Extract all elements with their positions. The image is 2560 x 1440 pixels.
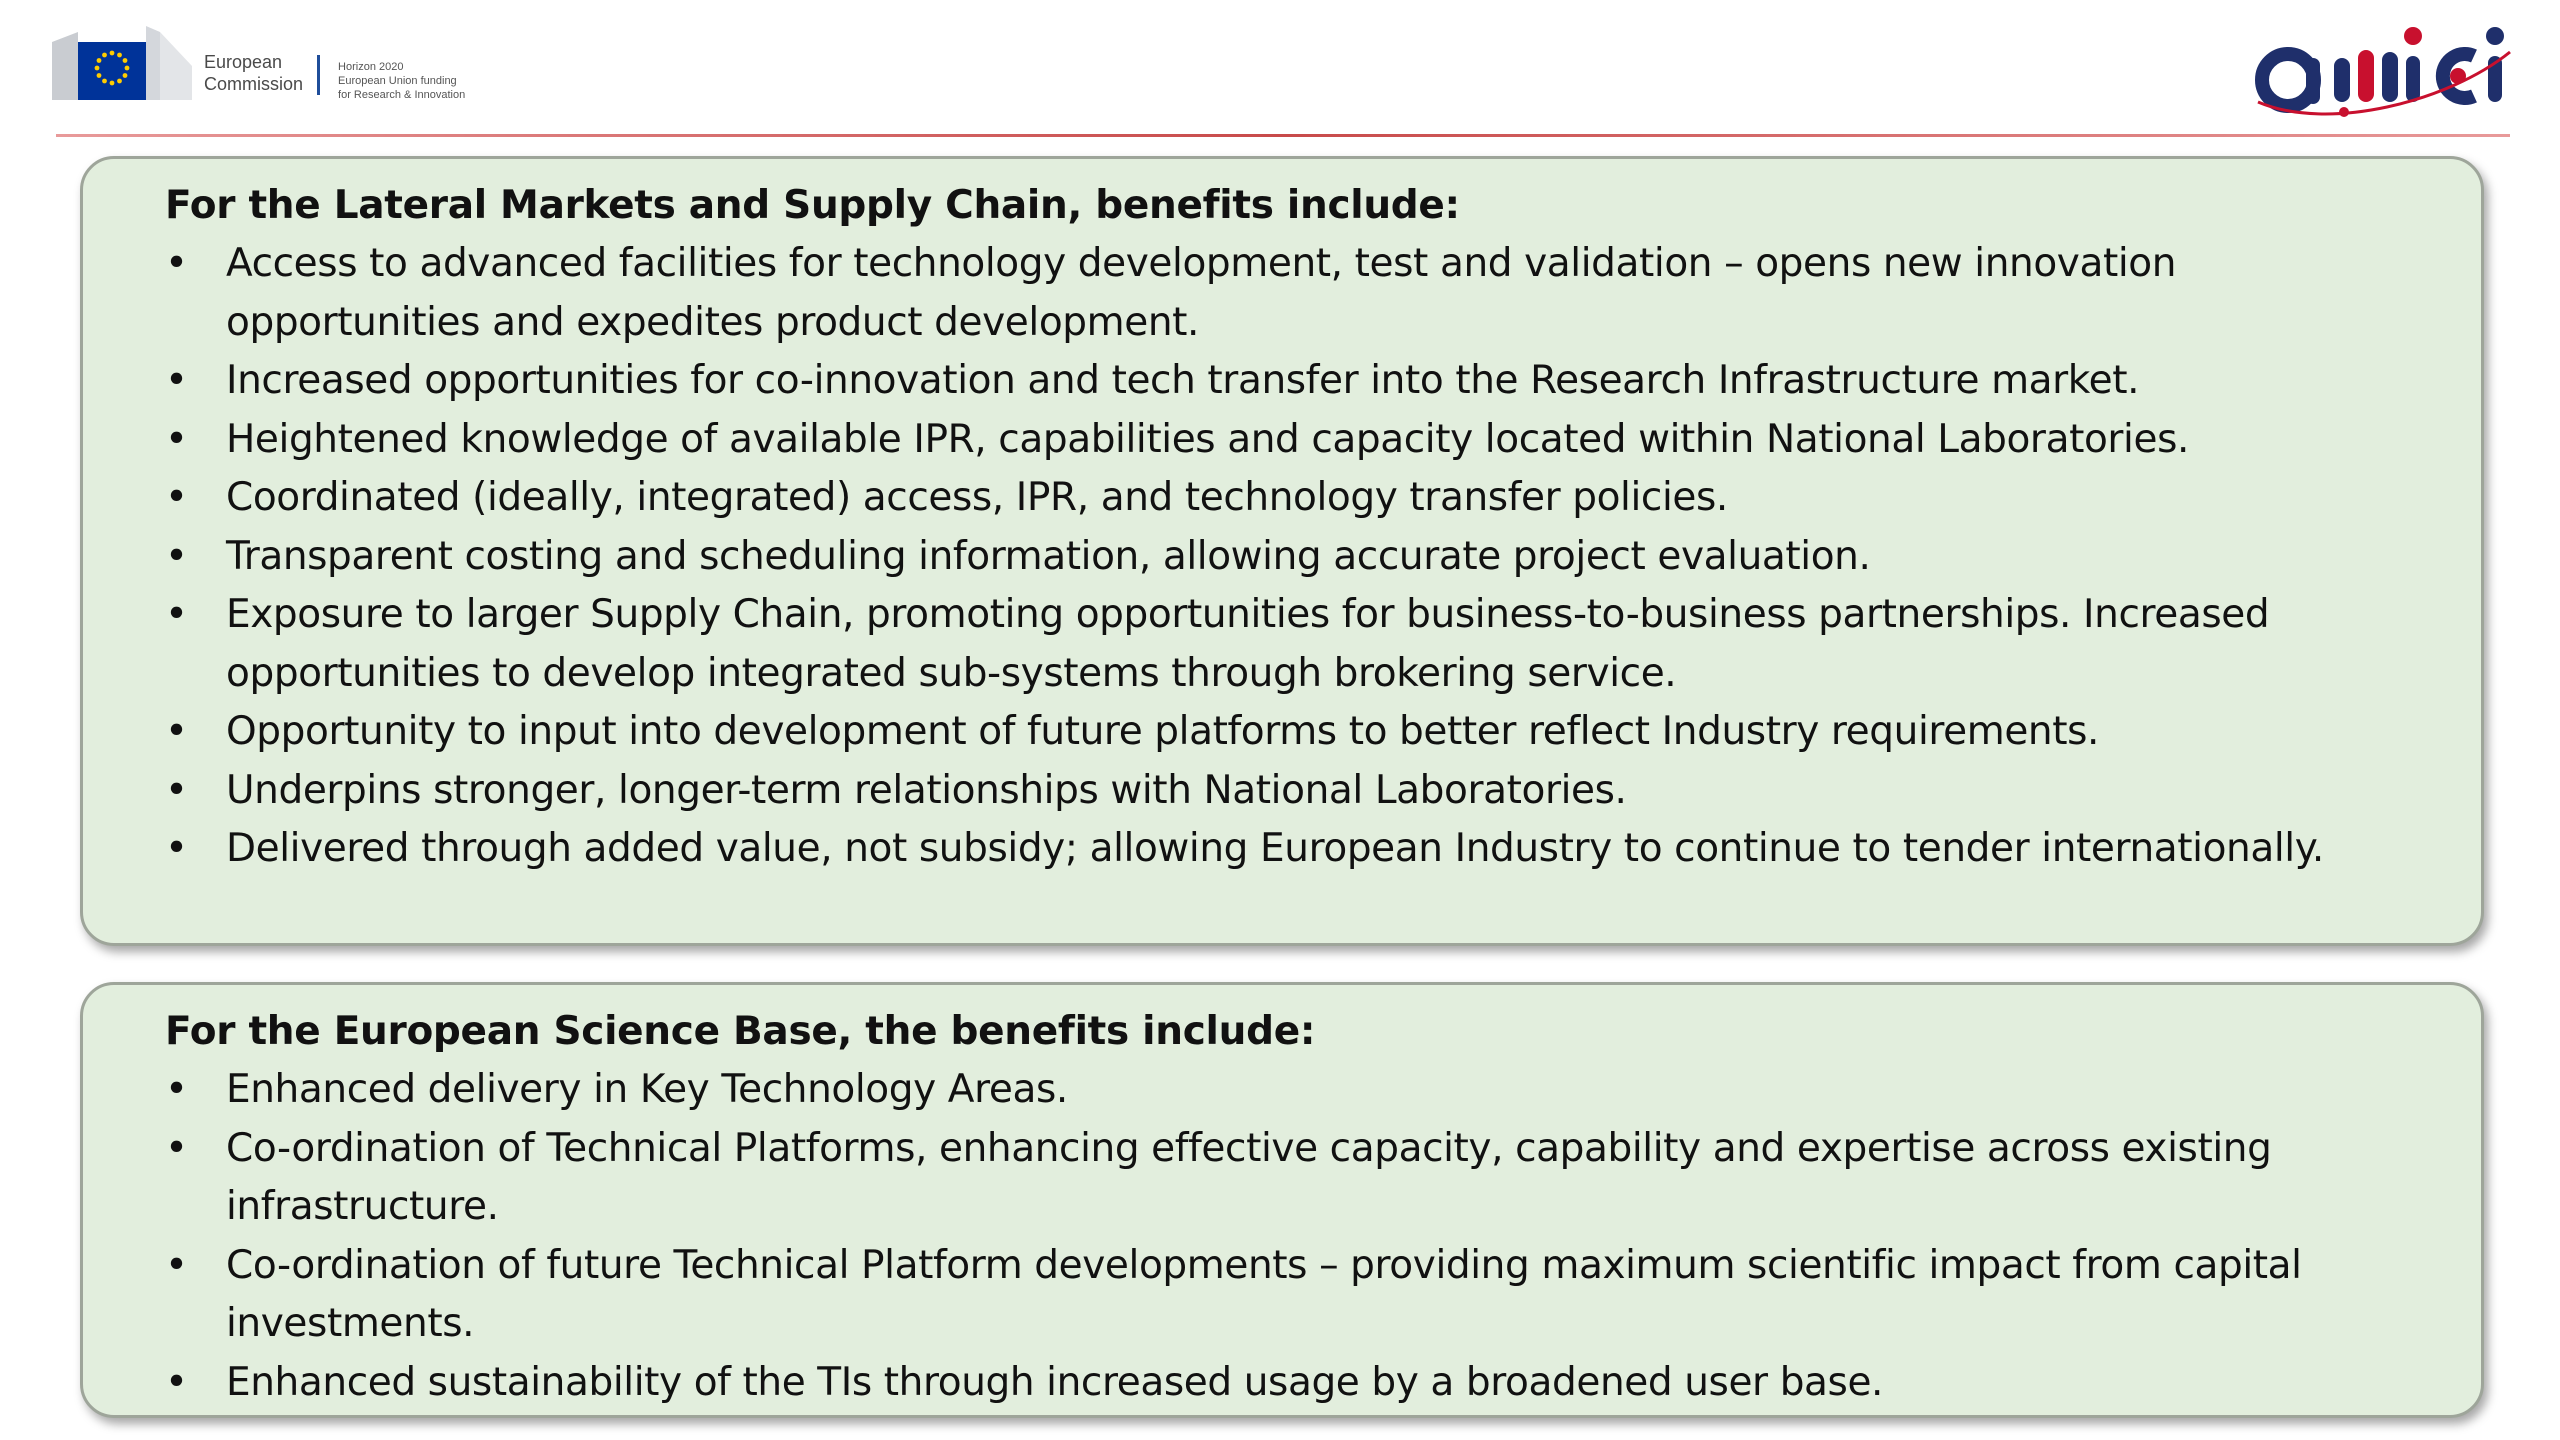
list-item: • Heightened knowledge of available IPR, … [165, 411, 2371, 470]
slide-header: European Commission Horizon 2020 Europea… [0, 0, 2560, 140]
list-item: • Co-ordination of future Technical Platf… [165, 1237, 2371, 1354]
bullet-icon: • [165, 358, 188, 403]
list-item-text: Heightened knowledge of available IPR, c… [226, 416, 2189, 462]
box-heading: For the Lateral Markets and Supply Chain… [165, 183, 1460, 228]
list-item-text: Underpins stronger, longer-term relation… [226, 767, 1627, 813]
list-item: • Increased opportunities for co-innovati… [165, 352, 2371, 411]
list-item-text: Co-ordination of Technical Platforms, en… [226, 1125, 2272, 1230]
benefits-list: • Enhanced delivery in Key Technology Are… [165, 1061, 2371, 1412]
bullet-icon: • [165, 592, 188, 637]
list-item-text: Delivered through added value, not subsi… [226, 826, 2324, 871]
header-divider-line [56, 134, 2510, 137]
logo-divider [317, 55, 321, 95]
list-item: • Opportunity to input into development o… [165, 703, 2371, 762]
bullet-icon: • [165, 1359, 188, 1405]
list-item: • Enhanced sustainability of the TIs thro… [165, 1354, 2371, 1413]
horizon-2020-line1: Horizon 2020 [338, 61, 404, 73]
list-item-text: Co-ordination of future Technical Platfo… [226, 1242, 2302, 1347]
list-item-text: Enhanced delivery in Key Technology Area… [226, 1067, 1068, 1112]
box-heading: For the European Science Base, the benef… [165, 1009, 1316, 1054]
list-item: • Coordinated (ideally, integrated) acces… [165, 469, 2371, 528]
bullet-icon: • [165, 241, 188, 286]
science-base-benefits-box: For the European Science Base, the benef… [80, 982, 2484, 1418]
bullet-icon: • [165, 1242, 188, 1288]
ec-wordmark-line2: Commission [204, 74, 304, 94]
horizon-2020-line3: for Research & Innovation [338, 89, 466, 101]
bullet-icon: • [165, 767, 188, 813]
european-commission-logo: European Commission Horizon 2020 Europea… [52, 26, 465, 106]
list-item-text: Enhanced sustainability of the TIs throu… [226, 1359, 1884, 1405]
list-item-text: Opportunity to input into development of… [226, 709, 2100, 754]
benefits-list: • Access to advanced facilities for techn… [165, 235, 2371, 879]
list-item-text: Access to advanced facilities for techno… [226, 241, 2177, 345]
amici-logo [2255, 27, 2511, 117]
bullet-icon: • [165, 475, 188, 520]
horizon-2020-line2: European Union funding [338, 75, 457, 87]
ec-wordmark-line1: European [204, 52, 283, 72]
list-item: • Transparent costing and scheduling info… [165, 528, 2371, 587]
list-item: • Enhanced delivery in Key Technology Are… [165, 1061, 2371, 1120]
bullet-icon: • [165, 709, 188, 754]
eu-flag-icon [52, 26, 192, 100]
list-item-text: Increased opportunities for co-innovatio… [226, 358, 2140, 403]
list-item: • Access to advanced facilities for techn… [165, 235, 2371, 352]
list-item-text: Transparent costing and scheduling infor… [226, 533, 1871, 579]
ec-wordmark: European Commission [204, 37, 303, 95]
bullet-icon: • [165, 1067, 188, 1112]
list-item-text: Exposure to larger Supply Chain, promoti… [226, 592, 2270, 696]
list-item: • Co-ordination of Technical Platforms, e… [165, 1120, 2371, 1237]
bullet-icon: • [165, 1125, 188, 1171]
list-item: • Underpins stronger, longer-term relatio… [165, 762, 2371, 821]
bullet-icon: • [165, 416, 188, 462]
horizon-2020-label: Horizon 2020 European Union funding for … [338, 30, 465, 102]
list-item-text: Coordinated (ideally, integrated) access… [226, 475, 1728, 520]
bullet-icon: • [165, 826, 188, 871]
list-item: • Exposure to larger Supply Chain, promot… [165, 586, 2371, 703]
bullet-icon: • [165, 533, 188, 579]
lateral-markets-benefits-box: For the Lateral Markets and Supply Chain… [80, 156, 2484, 946]
list-item: • Delivered through added value, not subs… [165, 820, 2371, 879]
